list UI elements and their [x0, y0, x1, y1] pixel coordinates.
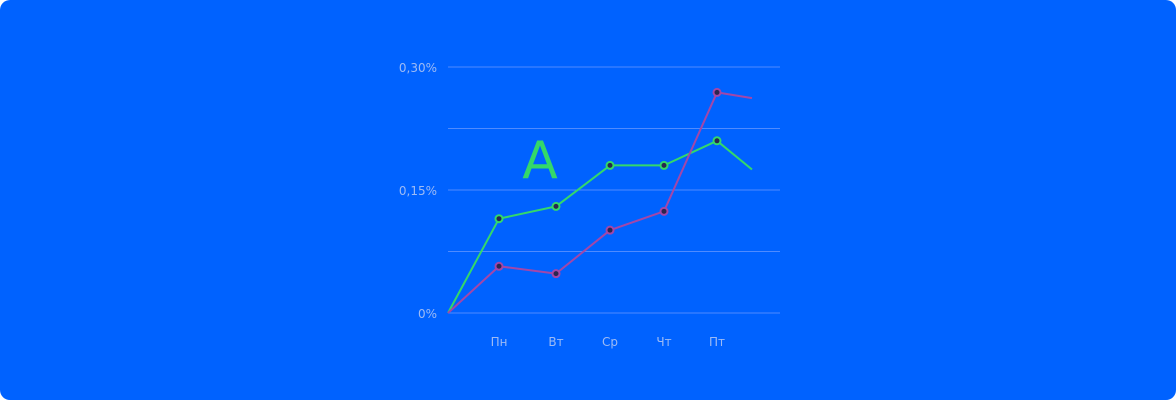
data-point	[659, 206, 669, 216]
series-line-2	[447, 91, 753, 314]
data-point	[659, 160, 669, 170]
y-axis: 0,30% 0,15% 0%	[399, 61, 437, 321]
y-tick-label: 0%	[418, 307, 437, 321]
x-tick-label: Вт	[548, 335, 563, 349]
data-point	[551, 201, 561, 211]
grid-lines	[448, 66, 780, 314]
data-point	[605, 225, 615, 235]
x-axis: Пн Вт Ср Чт Пт	[491, 335, 725, 349]
x-tick-label: Пн	[491, 335, 508, 349]
annotation-letter: A	[522, 131, 558, 191]
series-line-1	[447, 139, 753, 314]
y-tick-label: 0,30%	[399, 61, 437, 75]
data-point	[551, 269, 561, 279]
y-tick-label: 0,15%	[399, 184, 437, 198]
series-layer	[447, 87, 753, 314]
data-point	[494, 261, 504, 271]
data-point	[712, 136, 722, 146]
data-point	[605, 160, 615, 170]
data-point	[712, 87, 722, 97]
x-tick-label: Ср	[602, 335, 618, 349]
x-tick-label: Пт	[709, 335, 725, 349]
x-tick-label: Чт	[656, 335, 671, 349]
data-point	[494, 214, 504, 224]
